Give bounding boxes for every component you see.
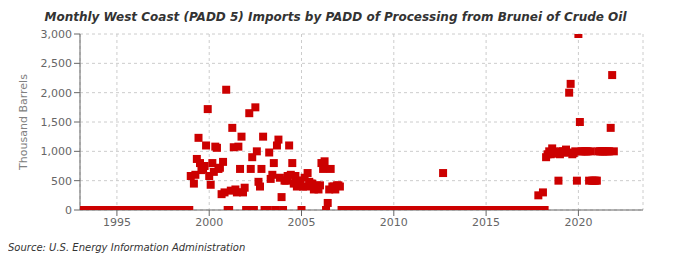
html-text:Monthly West Coast (PADD 5) Im: Monthly West Coast (PADD 5) Imports by P… bbox=[44, 10, 627, 24]
svg-text:1995: 1995 bbox=[103, 216, 131, 229]
svg-text:1,500: 1,500 bbox=[41, 116, 73, 129]
html-text:Source: U.S. Energy Informatio: Source: U.S. Energy Information Administ… bbox=[8, 242, 246, 253]
svg-text:2,500: 2,500 bbox=[41, 57, 73, 70]
svg-text:3,000: 3,000 bbox=[41, 28, 73, 41]
svg-text:Thousand Barrels: Thousand Barrels bbox=[17, 74, 30, 171]
svg-text:2005: 2005 bbox=[288, 216, 316, 229]
svg-text:2,000: 2,000 bbox=[41, 87, 73, 100]
svg-text:2015: 2015 bbox=[472, 216, 500, 229]
svg-text:2020: 2020 bbox=[564, 216, 592, 229]
svg-text:2000: 2000 bbox=[195, 216, 223, 229]
svg-text:0: 0 bbox=[65, 204, 72, 217]
svg-text:500: 500 bbox=[51, 175, 72, 188]
svg-text:2010: 2010 bbox=[380, 216, 408, 229]
svg-text:1,000: 1,000 bbox=[41, 145, 73, 158]
